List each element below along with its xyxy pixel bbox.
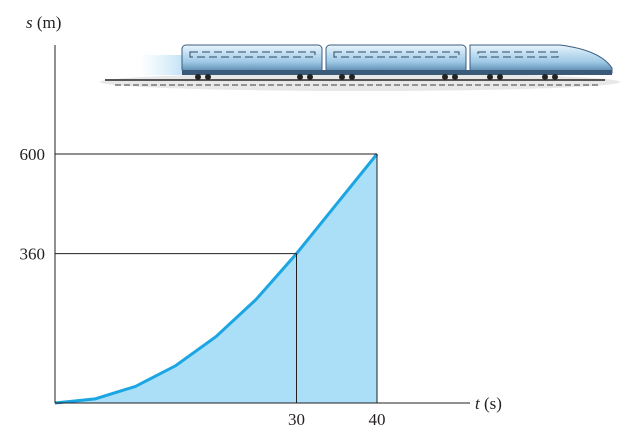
y-label-unit: (m) — [37, 13, 62, 32]
x-axis-label: t (s) — [475, 394, 502, 413]
x-label-unit: (s) — [484, 394, 502, 413]
x-tick-label: 40 — [369, 410, 386, 429]
x-tick-label: 30 — [288, 410, 305, 429]
y-tick-label: 360 — [20, 245, 46, 264]
y-label-var: s — [26, 13, 33, 32]
y-tick-label: 600 — [20, 145, 46, 164]
area-fill — [55, 154, 377, 403]
curve — [54, 153, 379, 405]
y-axis-label: s (m) — [26, 13, 61, 32]
train-illustration — [100, 44, 620, 91]
plot-area — [54, 153, 379, 405]
x-label-var: t — [475, 394, 481, 413]
